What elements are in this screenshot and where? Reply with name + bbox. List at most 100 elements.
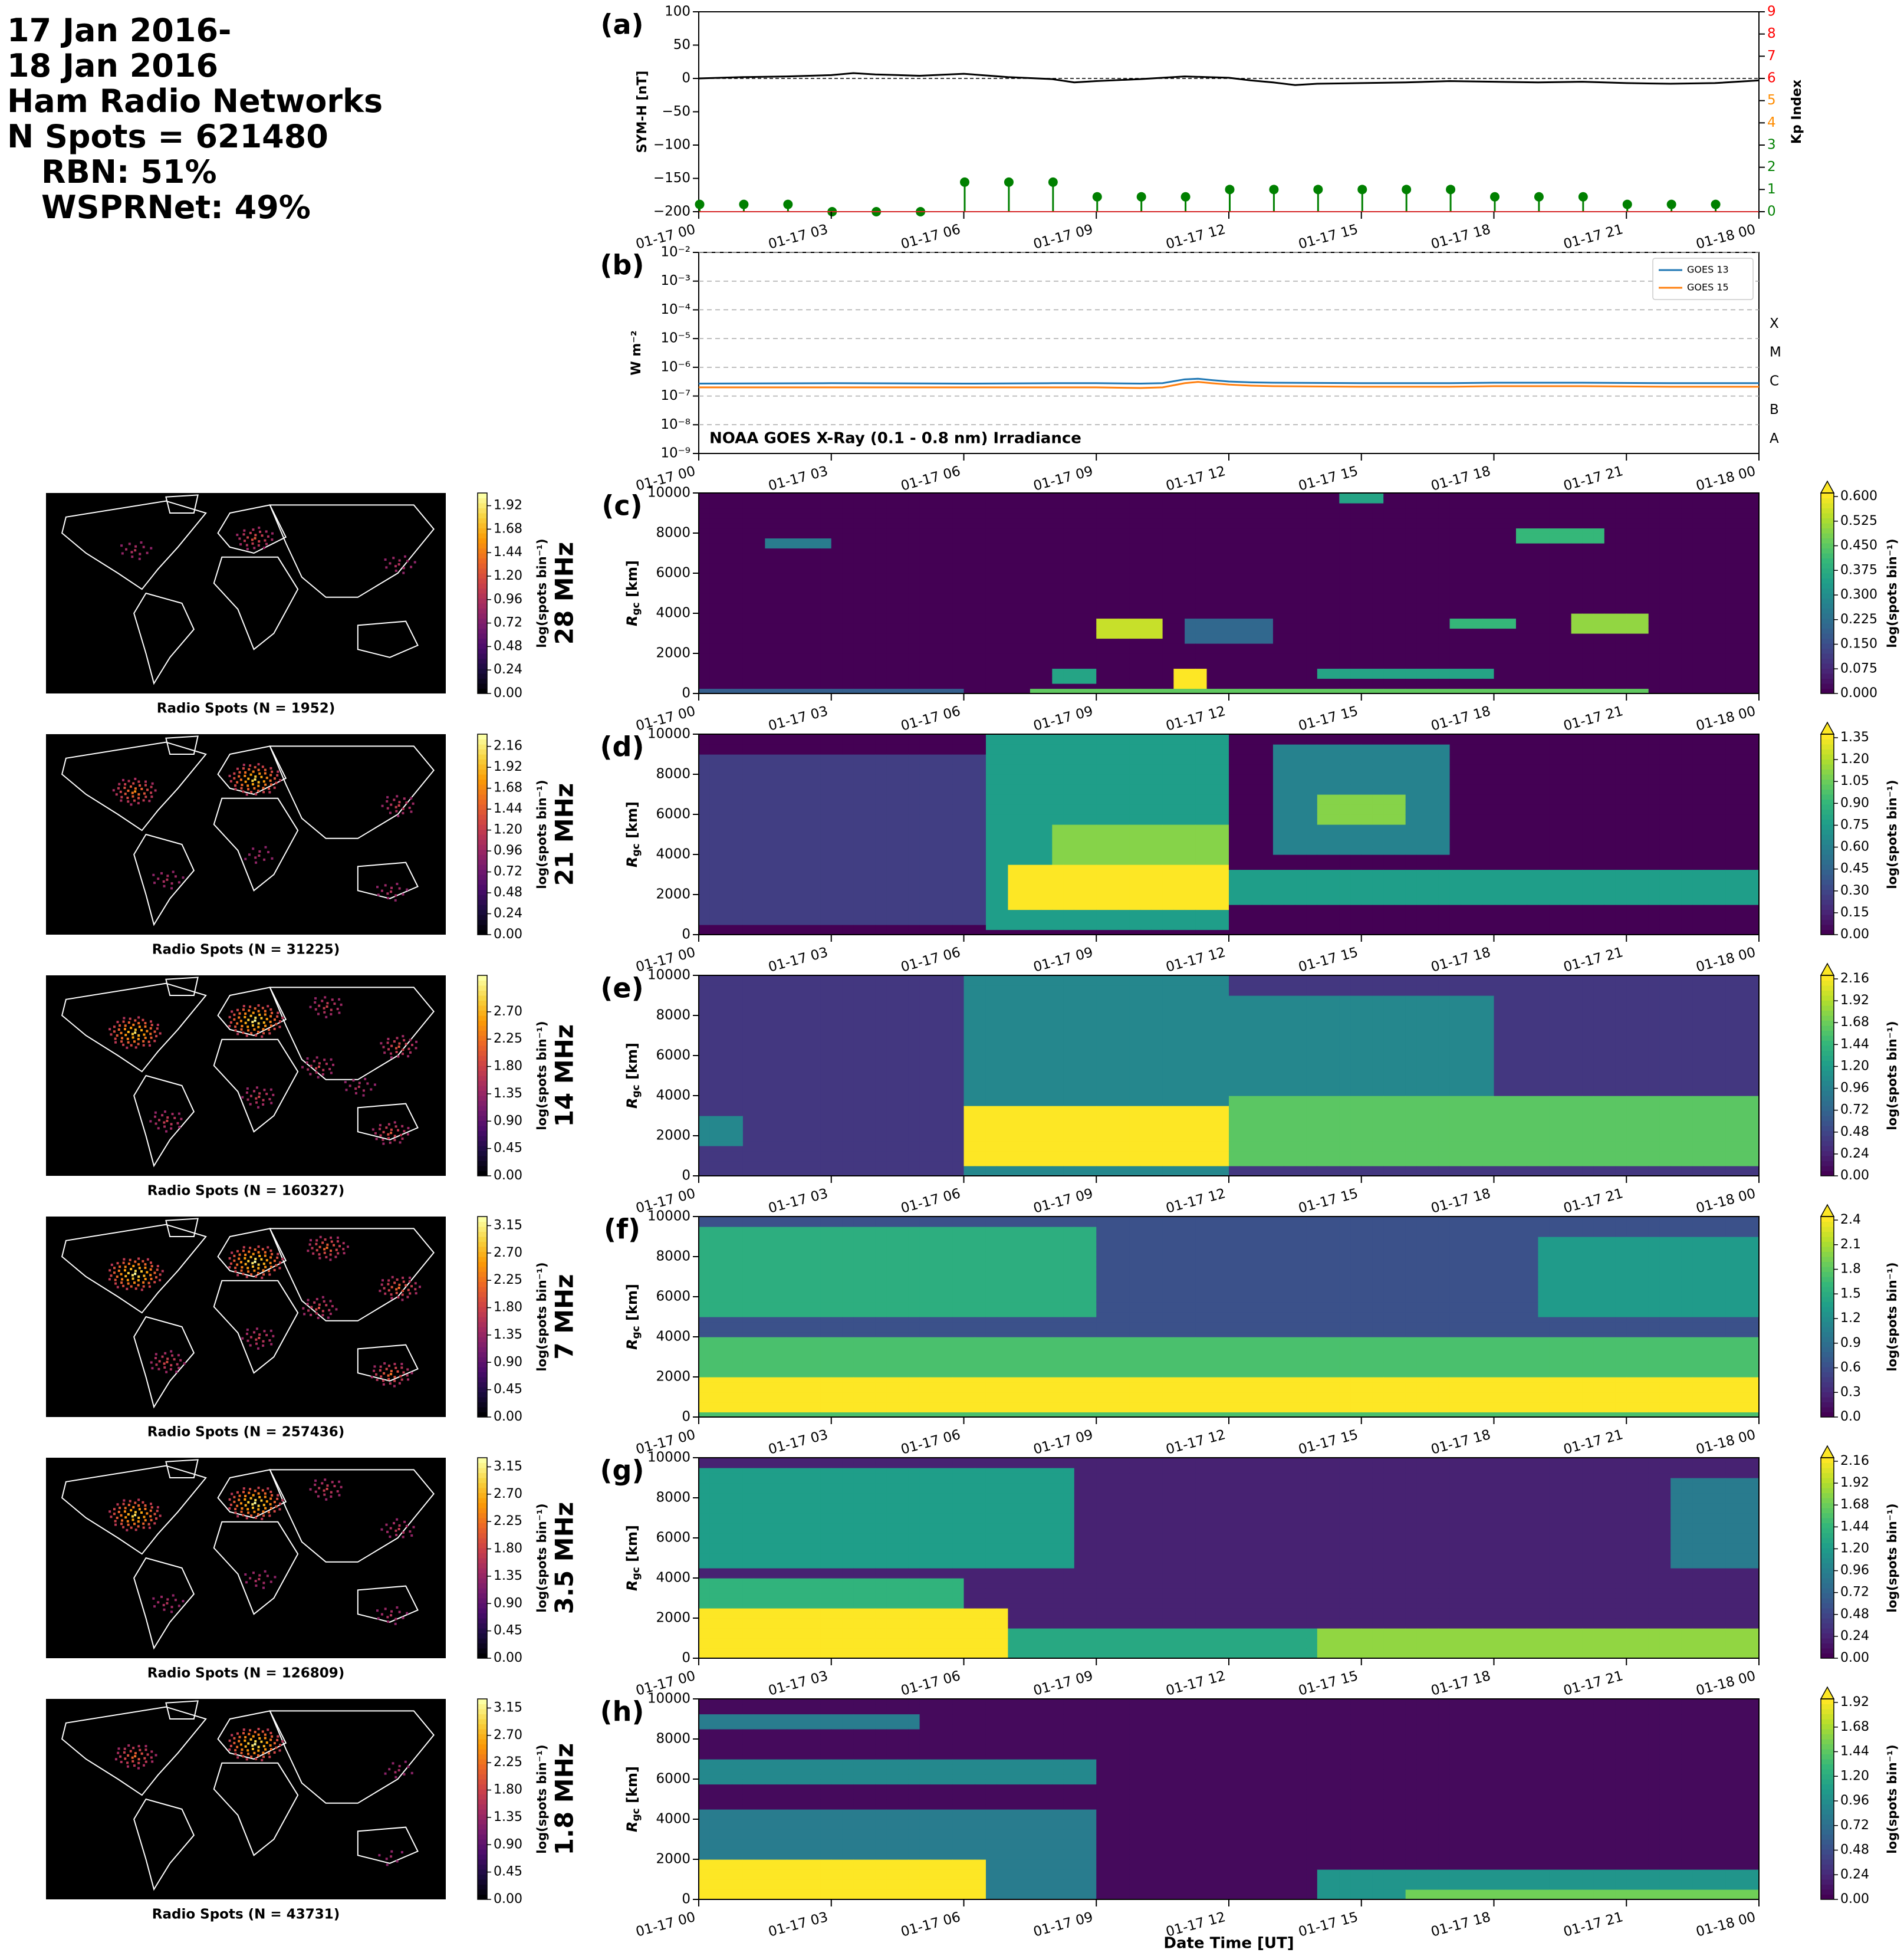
panel-d-heatmap-cell xyxy=(754,799,765,805)
panel-a-xtick-label: 01-17 12 xyxy=(1165,222,1228,252)
panel-c-colorbar-cell xyxy=(1821,538,1834,544)
panel-d-map-colorbar-cell xyxy=(478,875,487,880)
panel-c-heatmap-cell xyxy=(1593,568,1605,574)
panel-c-heatmap-cell xyxy=(1428,513,1439,519)
panel-c-heatmap-cell xyxy=(1151,588,1163,594)
panel-c-heatmap-cell xyxy=(1129,608,1141,614)
panel-c-heatmap-cell xyxy=(742,688,755,694)
panel-c-heatmap-cell xyxy=(1416,518,1428,524)
panel-c-heatmap-cell xyxy=(721,593,732,599)
panel-c-heatmap-cell xyxy=(699,628,711,634)
panel-c-heatmap-cell xyxy=(985,533,998,539)
panel-c-heatmap-cell xyxy=(1129,633,1141,639)
panel-c-heatmap-cell xyxy=(1582,653,1594,659)
panel-c-heatmap-cell xyxy=(1295,608,1307,614)
panel-c-heatmap-cell xyxy=(1063,633,1075,639)
panel-c-heatmap-cell xyxy=(809,593,821,599)
panel-c-heatmap-cell xyxy=(1206,493,1218,499)
panel-c-map-spot xyxy=(134,545,137,548)
panel-c-heatmap-cell xyxy=(831,633,843,639)
panel-d-heatmap-cell xyxy=(765,839,777,845)
panel-c-heatmap-cell xyxy=(1239,553,1252,559)
panel-c-heatmap-cell xyxy=(787,503,799,509)
panel-c-heatmap-cell xyxy=(930,523,942,529)
panel-d-heatmap-cell xyxy=(809,899,821,905)
panel-c-heatmap-cell xyxy=(1185,568,1196,574)
panel-c-heatmap-cell xyxy=(1239,663,1252,669)
panel-c-heatmap-cell xyxy=(897,578,909,584)
panel-d-map-spot xyxy=(163,885,166,887)
panel-c-heatmap-cell xyxy=(1438,618,1451,624)
panel-c-heatmap-cell xyxy=(1052,528,1064,534)
panel-c-heatmap-cell xyxy=(897,573,909,579)
panel-c-heatmap-cell xyxy=(1361,623,1373,629)
panel-c-heatmap-cell xyxy=(1284,528,1295,534)
panel-c-heatmap-cell xyxy=(1074,688,1086,694)
panel-d-map-spot xyxy=(134,790,137,793)
panel-c-heatmap-cell xyxy=(776,528,788,534)
panel-d-coastline xyxy=(357,862,419,899)
panel-c-heatmap-cell xyxy=(952,518,965,524)
panel-c-heatmap-cell xyxy=(1670,533,1682,539)
panel-c-heatmap-cell xyxy=(1482,643,1495,649)
panel-c-heatmap-cell xyxy=(1140,583,1152,589)
panel-d-heatmap-cell xyxy=(787,754,799,760)
panel-d-heatmap-cell xyxy=(721,814,732,820)
panel-d-map-spot xyxy=(150,795,153,798)
panel-c-heatmap-cell xyxy=(1195,513,1208,519)
panel-c-heatmap-cell xyxy=(1482,598,1495,604)
panel-c-heatmap-cell xyxy=(1063,518,1075,524)
panel-c-heatmap-cell xyxy=(997,688,1009,694)
panel-c-heatmap-cell xyxy=(1715,538,1727,544)
panel-d-heatmap-cell xyxy=(842,909,854,915)
panel-c-heatmap-cell xyxy=(1472,573,1484,579)
panel-c-heatmap-cell xyxy=(1173,578,1185,584)
panel-c-heatmap-cell xyxy=(1505,513,1517,519)
panel-c-heatmap-cell xyxy=(1494,538,1505,544)
panel-d-heatmap-cell xyxy=(742,759,755,765)
panel-d-heatmap-cell xyxy=(732,769,744,775)
panel-c-heatmap-cell xyxy=(997,653,1009,659)
panel-d-heatmap-cell xyxy=(742,819,755,825)
panel-c-heatmap-cell xyxy=(1737,643,1748,649)
panel-d-heatmap-cell xyxy=(765,824,777,830)
panel-c-heatmap-cell xyxy=(776,538,788,544)
panel-a-xtick-label: 01-17 09 xyxy=(1032,222,1095,252)
panel-c-heatmap-cell xyxy=(1229,653,1241,659)
panel-c-heatmap-cell xyxy=(864,618,876,624)
panel-d-heatmap-cell xyxy=(709,734,722,740)
panel-c-heatmap-cell xyxy=(1350,553,1362,559)
panel-c-heatmap-cell xyxy=(1096,668,1108,674)
panel-d-heatmap-cell xyxy=(787,864,799,870)
panel-c-map-spot xyxy=(406,560,409,563)
panel-c-heatmap-cell xyxy=(1229,658,1241,664)
panel-c-heatmap-cell xyxy=(1482,663,1495,669)
panel-c-heatmap-cell xyxy=(1494,503,1505,509)
panel-c-heatmap-cell xyxy=(963,498,975,504)
panel-c-heatmap-cell xyxy=(853,658,865,664)
panel-c-heatmap-cell xyxy=(1582,593,1594,599)
panel-c-heatmap-cell xyxy=(1251,653,1262,659)
panel-c-heatmap-cell xyxy=(754,658,765,664)
panel-c-heatmap-cell xyxy=(1239,523,1252,529)
panel-c-heatmap-cell xyxy=(709,503,722,509)
panel-c-heatmap-cell xyxy=(776,663,788,669)
panel-c-heatmap-cell xyxy=(1505,503,1517,509)
panel-c-heatmap-cell xyxy=(732,553,744,559)
panel-c-heatmap-cell xyxy=(1074,663,1086,669)
panel-c-heatmap-cell xyxy=(820,593,832,599)
panel-c-heatmap-cell xyxy=(742,503,755,509)
panel-c-heatmap-cell xyxy=(721,548,732,554)
panel-c-heatmap-cell xyxy=(1195,583,1208,589)
panel-d-heatmap-cell xyxy=(742,829,755,835)
panel-c-heatmap-cell xyxy=(1472,658,1484,664)
panel-c-heatmap-cell xyxy=(1372,663,1384,669)
panel-c-heatmap-cell xyxy=(1692,673,1704,679)
panel-d-heatmap-cell xyxy=(820,734,832,740)
panel-d-heatmap-cell xyxy=(754,749,765,755)
panel-c-heatmap-cell xyxy=(1527,673,1539,679)
panel-c-heatmap-cell xyxy=(1218,633,1229,639)
panel-c-heatmap-cell xyxy=(1019,538,1031,544)
panel-b-xtick-label: 01-17 18 xyxy=(1429,463,1492,494)
panel-c-heatmap-cell xyxy=(1162,578,1174,584)
